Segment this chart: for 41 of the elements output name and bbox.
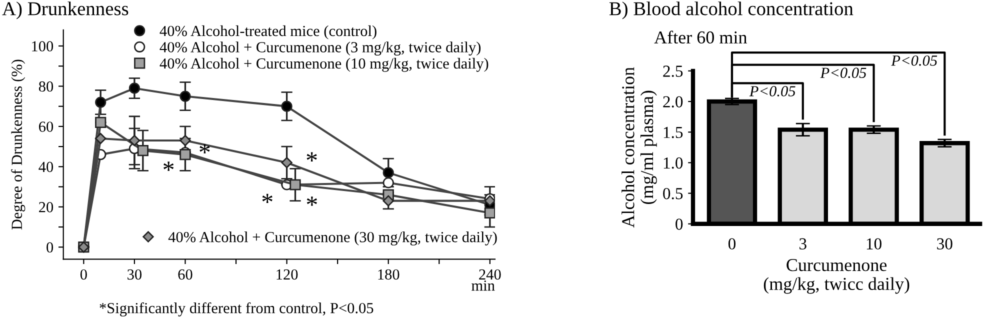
x-tick-label: 0 xyxy=(80,269,87,280)
y-tick-label: 1.0 xyxy=(664,157,683,169)
annotation: P<0.05 xyxy=(749,86,796,96)
x-axis-title: Curcumenone (mg/kg, twicc daily) xyxy=(764,259,910,294)
text: *Significantly different from control, P<0.05 xyxy=(100,302,374,316)
y-tick-label: 80 xyxy=(38,81,54,92)
y-axis-title: Degree of Drunkenness (%) xyxy=(11,60,26,230)
y-tick-label: 1.5 xyxy=(664,126,683,138)
chart-title: A) Drunkenness xyxy=(2,2,128,20)
x-tick-label: 60 xyxy=(178,269,192,280)
annotation: * xyxy=(164,162,174,171)
x-axis-title: min xyxy=(472,280,495,291)
annotation: * xyxy=(306,196,317,206)
annotation: P<0.05 xyxy=(820,68,866,78)
legend-label: 40% Alcohol-treated mice (control) xyxy=(160,25,376,40)
y-tick-label: 0 xyxy=(676,218,683,230)
x-tick-label: 10 xyxy=(866,238,882,250)
x-tick-label: 30 xyxy=(128,269,142,280)
y-tick-label: 60 xyxy=(39,122,54,132)
y-tick-label: 100 xyxy=(32,41,54,52)
text: P<0.05 xyxy=(891,55,938,66)
annotation: * xyxy=(306,152,317,162)
annotation: * xyxy=(262,194,272,204)
x-tick-label: 180 xyxy=(378,269,400,280)
annotation: * xyxy=(200,144,210,154)
legend-label: 40% Alcohol + Curcumenone (3 mg/kg, twice daily) xyxy=(160,42,481,56)
x-tick-label: 240 xyxy=(479,269,501,280)
y-axis-title: Alcohol concentration (mg/ml plasma) xyxy=(622,67,657,228)
y-tick-label: 20 xyxy=(39,202,54,212)
x-tick-label: 120 xyxy=(276,269,298,280)
y-tick-label: 2.0 xyxy=(663,96,683,108)
x-tick-label: 30 xyxy=(937,238,952,250)
legend-label: 40% Alcohol + Curcumenone (30 mg/kg, twice daily) xyxy=(168,232,497,246)
chart-title: B) Blood alcohol concentration xyxy=(609,2,854,20)
y-tick-label: 0.5 xyxy=(663,188,683,200)
y-tick-label: 40 xyxy=(38,162,54,172)
y-tick-label: 2.5 xyxy=(663,66,683,77)
x-tick-label: 3 xyxy=(800,238,806,250)
legend-label: 40% Alcohol + Curcumenone (10 mg/kg, twice daily) xyxy=(160,58,488,72)
chart-subtitle: After 60 min xyxy=(654,30,748,44)
x-tick-label: 0 xyxy=(728,238,736,250)
